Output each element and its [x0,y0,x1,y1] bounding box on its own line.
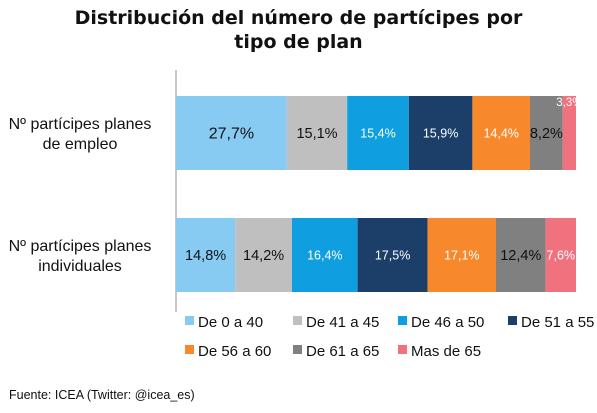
legend-swatch [293,316,302,325]
data-label: 12,4% [500,248,541,264]
bar-segment [472,96,530,170]
legend-label: De 46 a 50 [411,314,484,331]
legend-label: De 0 a 40 [198,314,263,331]
data-label: 17,1% [444,248,479,262]
data-label: 8,2% [530,126,563,142]
legend-swatch [398,316,407,325]
legend-swatch [185,345,194,354]
bar-segment [408,96,473,170]
bar-segment [530,96,563,170]
bar-segment [347,96,409,170]
data-label: 7,6% [547,248,576,262]
legend-swatch [293,345,302,354]
legend-label: De 61 a 65 [306,343,379,360]
data-label: 27,7% [209,126,254,143]
category-label: Nº partícipes planes individuales [9,238,152,275]
category-label-line: Nº partícipes planes [9,238,152,255]
category-label: Nº partícipes planes de empleo [9,116,152,153]
bar-segment [176,96,287,170]
data-label: 14,2% [243,248,284,264]
bar-segment [545,218,576,292]
bar-segment [357,218,428,292]
data-label: 15,4% [360,126,395,140]
bar-segment [235,218,292,292]
chart-title-line-2: tipo de plan [234,31,363,53]
bar-segment [176,218,236,292]
data-label: 14,8% [185,248,226,264]
category-label-line: de empleo [43,136,118,153]
source-footer: Fuente: ICEA (Twitter: @icea_es) [9,388,195,402]
category-label-line: Nº partícipes planes [9,116,152,133]
legend-swatch [398,345,407,354]
data-label: 17,5% [375,248,410,262]
legend-swatch [508,316,517,325]
bar-segment [427,218,496,292]
chart-title: Distribución del número de partícipes po… [0,6,597,54]
data-label: 3,3% [556,97,582,109]
bar-segment [496,218,546,292]
chart-title-line-1: Distribución del número de partícipes po… [74,7,523,29]
legend-swatch [185,316,194,325]
legend-label: De 41 a 45 [306,314,379,331]
category-label-line: individuales [38,258,122,275]
bar-segment [292,218,358,292]
data-label: 15,9% [423,126,458,140]
bar-segment [562,96,576,170]
data-label: 16,4% [307,248,342,262]
legend-label: De 56 a 60 [198,343,271,360]
data-label: 14,4% [483,126,518,140]
legend-label: De 51 a 55 [521,314,594,331]
data-label: 15,1% [296,126,337,142]
legend-label: Mas de 65 [411,343,481,360]
bar-segment [286,96,348,170]
